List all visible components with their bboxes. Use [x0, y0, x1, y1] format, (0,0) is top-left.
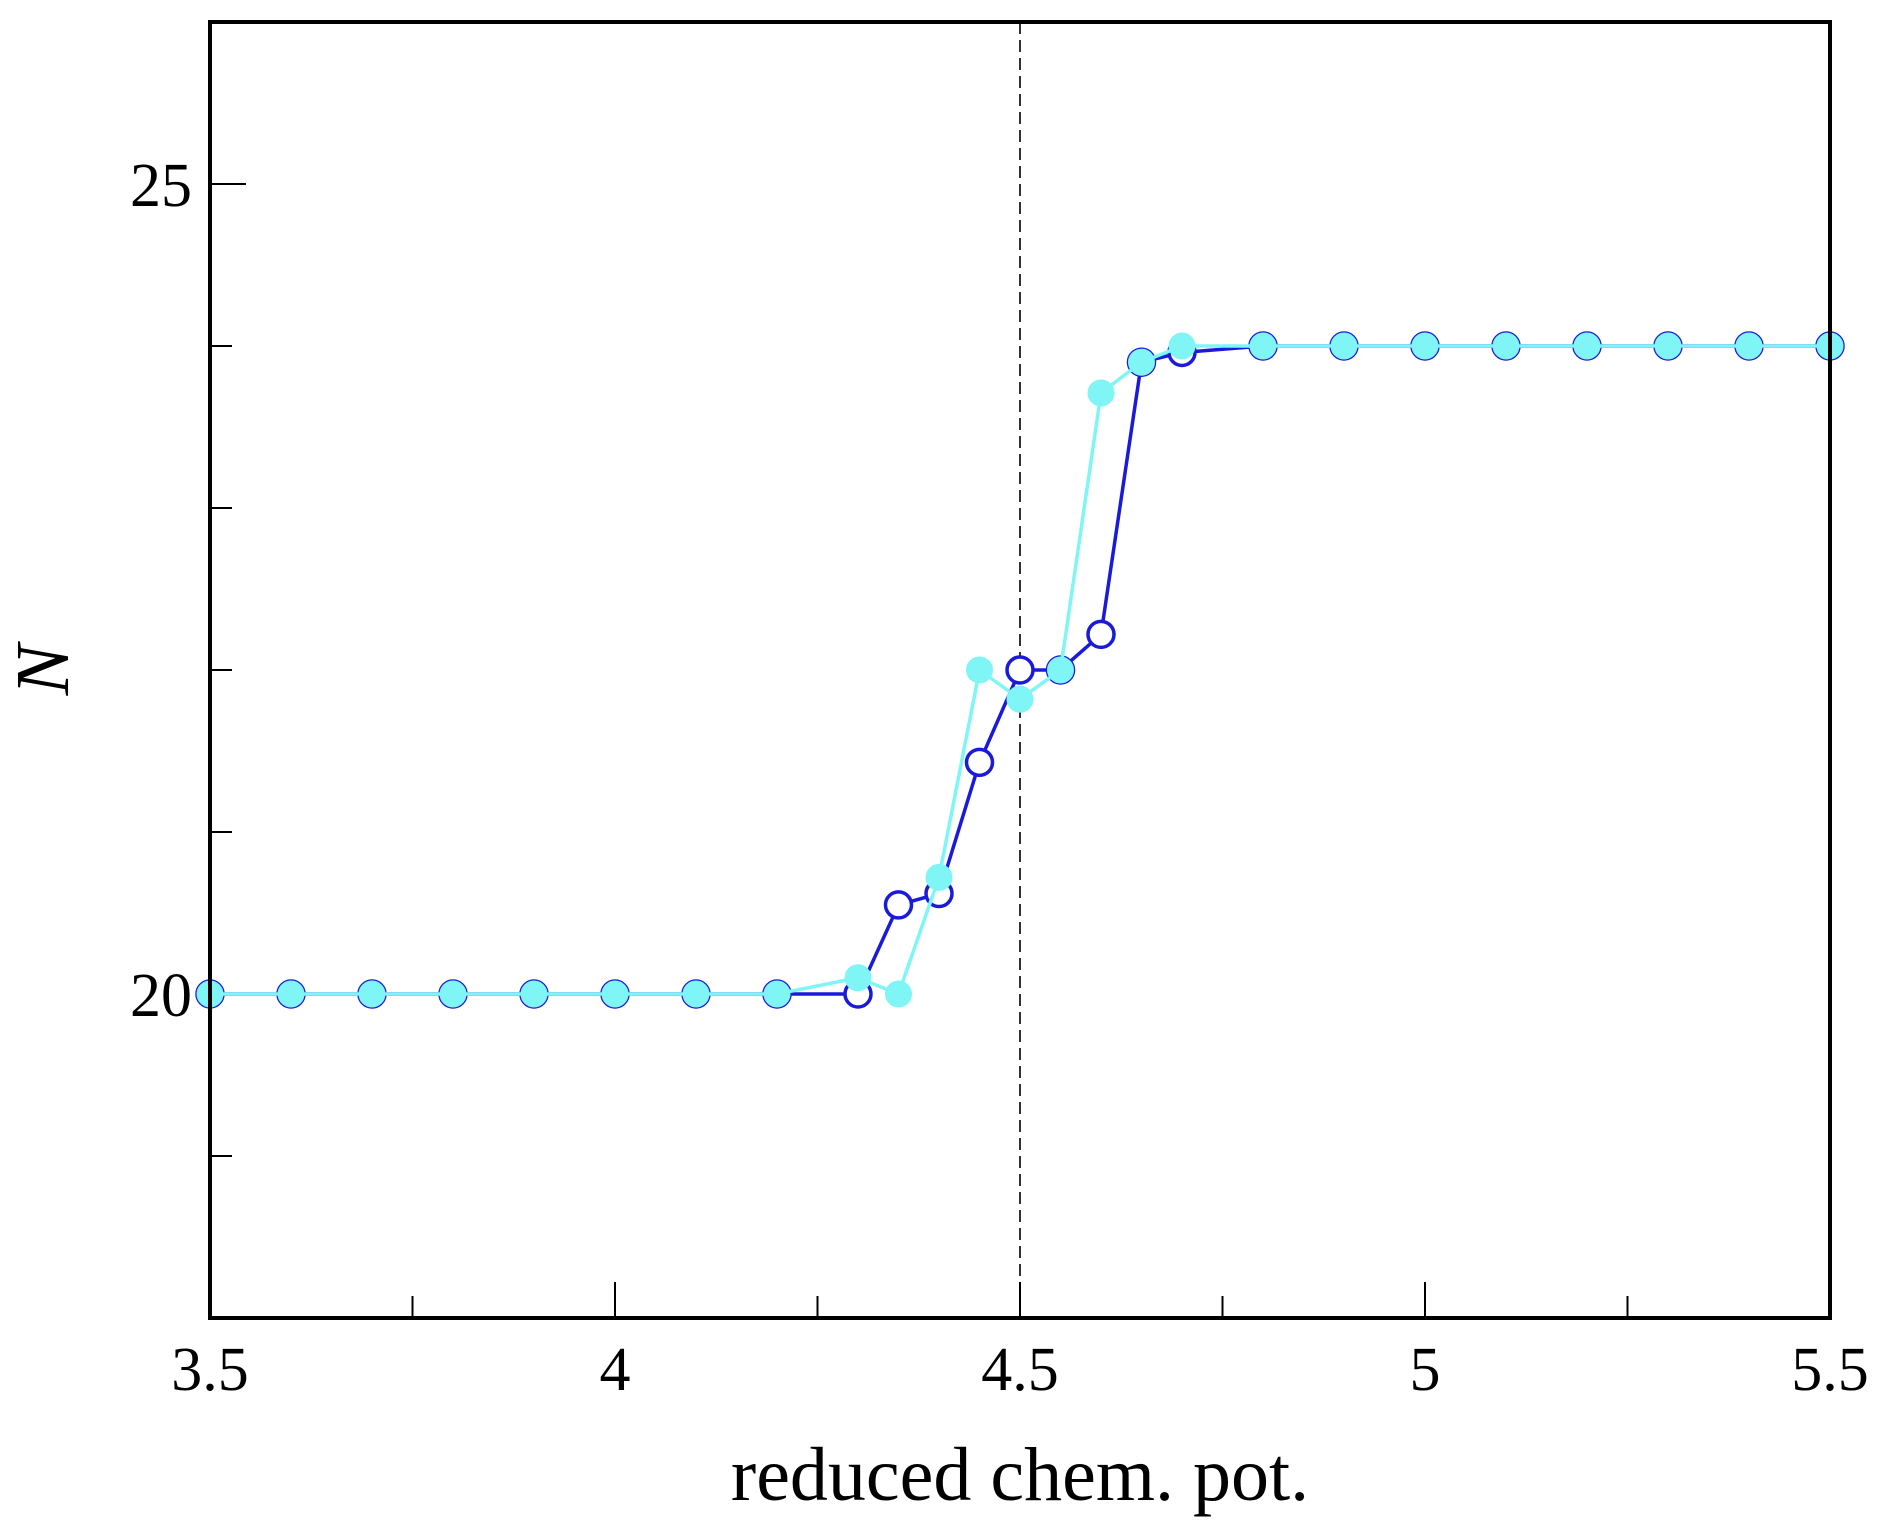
- y-tick-label: 25: [130, 152, 192, 220]
- series-2-point: [966, 656, 993, 684]
- series-2-point: [844, 964, 872, 992]
- x-tick-label: 5.5: [1791, 1336, 1869, 1404]
- series-2-point: [1128, 348, 1155, 376]
- series-2-point: [885, 980, 912, 1008]
- series-2-point: [358, 980, 386, 1008]
- series-2-point: [1047, 656, 1074, 684]
- series-2-point: [520, 980, 548, 1008]
- x-tick-label: 5: [1410, 1336, 1441, 1404]
- series-2-point: [277, 980, 305, 1008]
- series-1-point: [883, 890, 914, 920]
- series-2-point: [1006, 685, 1034, 713]
- series-2-point: [1411, 332, 1439, 360]
- series-2-point: [925, 863, 953, 891]
- series-2-point: [1492, 332, 1520, 360]
- plot-frame: [208, 20, 1832, 1320]
- y-axis-title: N: [1, 640, 85, 696]
- series-2-point: [439, 980, 467, 1008]
- series-2-point: [1249, 332, 1277, 360]
- x-tick-label: 3.5: [171, 1336, 249, 1404]
- series-1-point: [1005, 655, 1035, 685]
- series-2-point: [1087, 379, 1115, 407]
- series-2-point: [1735, 332, 1763, 360]
- x-tick-label: 4: [600, 1336, 631, 1404]
- series-2-point: [682, 980, 710, 1008]
- series-2-point: [1573, 332, 1601, 360]
- series-2-point: [1168, 332, 1196, 360]
- y-tick-label: 20: [130, 962, 192, 1030]
- series-2-point: [1654, 332, 1682, 360]
- series-1-point: [1086, 619, 1116, 650]
- x-tick-label: 4.5: [981, 1336, 1059, 1404]
- x-axis-title: reduced chem. pot.: [731, 1433, 1309, 1517]
- series-1-point: [964, 747, 995, 778]
- series-2-point: [1330, 332, 1358, 360]
- series-2-point: [601, 980, 629, 1008]
- series-2-point: [763, 980, 791, 1008]
